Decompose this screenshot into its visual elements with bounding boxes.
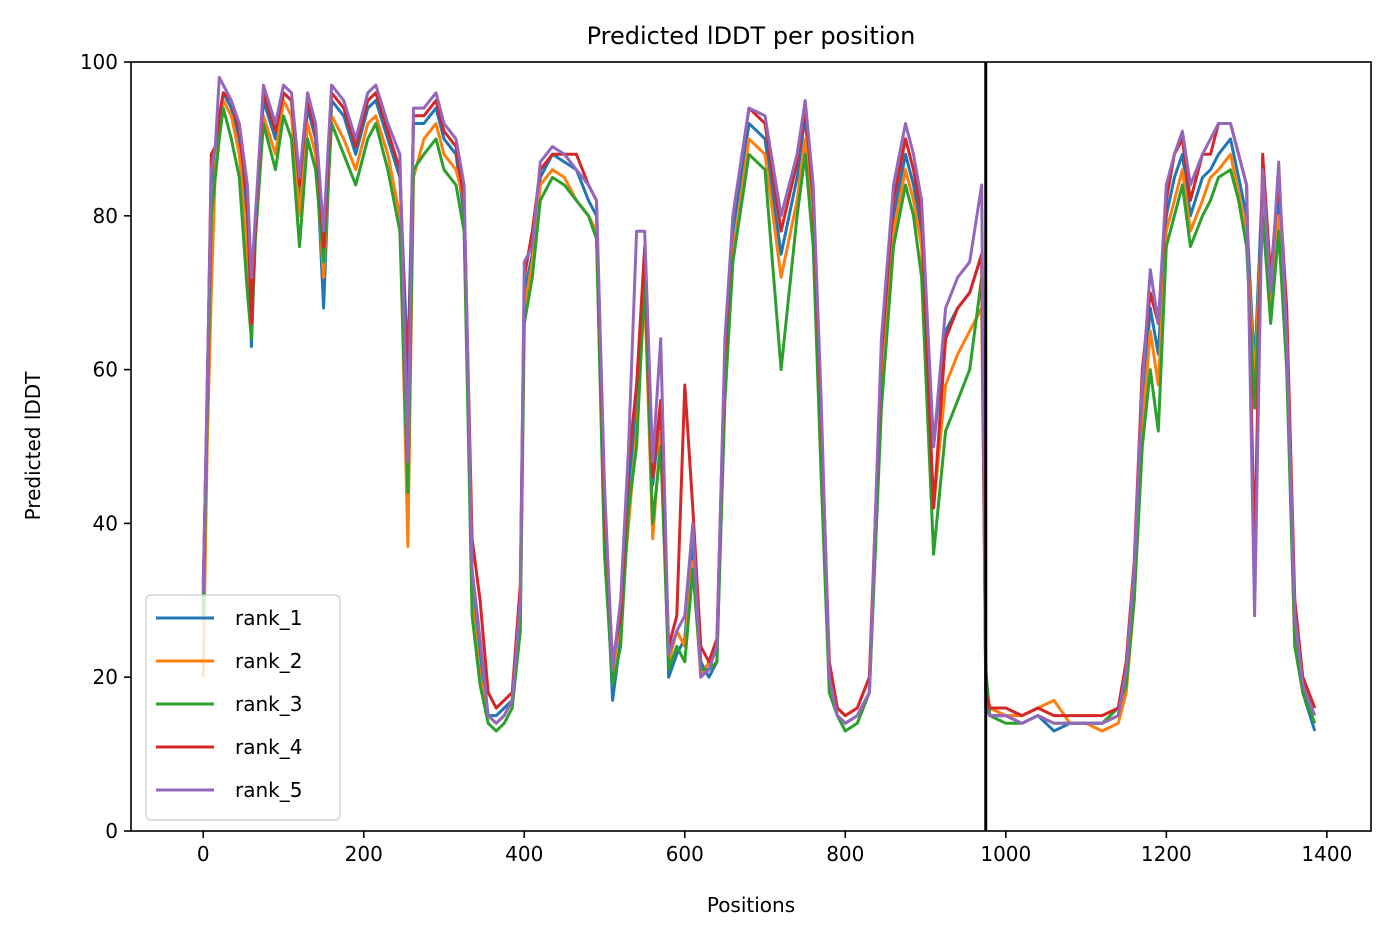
y-tick-label: 20: [93, 665, 118, 689]
y-axis: 0 20 40 60 80 100: [80, 50, 131, 843]
y-tick-label: 40: [93, 511, 118, 535]
y-axis-label: Predicted lDDT: [21, 371, 45, 521]
legend-label-rank_3: rank_3: [235, 692, 302, 716]
y-tick-label: 80: [93, 204, 118, 228]
x-axis-label: Positions: [707, 893, 795, 917]
legend-label-rank_5: rank_5: [235, 778, 302, 802]
x-tick-label: 800: [826, 842, 864, 866]
series-line-rank_3: [201, 106, 1317, 733]
x-axis: 0 200 400 600 800 1000 1200 1400: [197, 831, 1352, 866]
legend: rank_1 rank_2 rank_3 rank_4 rank_5: [145, 594, 341, 821]
y-tick-label: 60: [93, 358, 118, 382]
plot-frame: [130, 61, 1372, 832]
legend-box: [145, 594, 341, 821]
series-line-rank_5: [201, 75, 1317, 725]
x-tick-label: 1000: [980, 842, 1031, 866]
series-line-rank_2: [201, 99, 1317, 733]
x-tick-label: 1400: [1301, 842, 1352, 866]
y-tick-label: 0: [105, 819, 118, 843]
series-line-rank_1: [201, 91, 1317, 733]
chart-title: Predicted lDDT per position: [587, 22, 916, 50]
x-tick-label: 600: [666, 842, 704, 866]
x-tick-label: 1200: [1141, 842, 1192, 866]
legend-label-rank_1: rank_1: [235, 606, 302, 630]
legend-label-rank_2: rank_2: [235, 649, 302, 673]
x-tick-label: 400: [505, 842, 543, 866]
plot-area: [201, 62, 1317, 831]
x-tick-label: 0: [197, 842, 210, 866]
x-tick-label: 200: [345, 842, 383, 866]
legend-label-rank_4: rank_4: [235, 735, 302, 759]
y-tick-label: 100: [80, 50, 118, 74]
